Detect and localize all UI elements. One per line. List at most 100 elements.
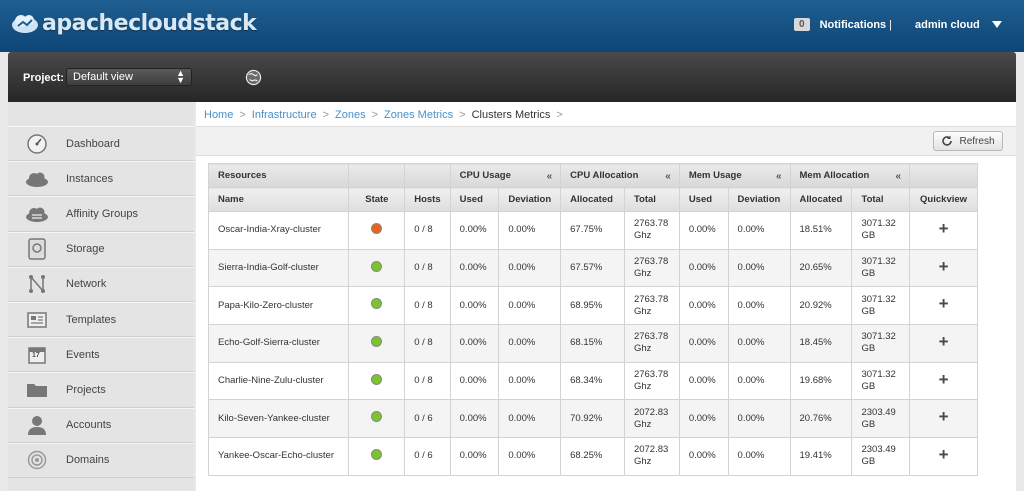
cpu-total-value: 2072.83 — [633, 444, 669, 456]
col-mem-used-header[interactable]: Used — [678, 187, 729, 212]
mem-deviation-cell: 0.00% — [727, 361, 791, 401]
table-row[interactable]: Oscar-India-Xray-cluster 0 / 8 0.00% 0.00% 6… — [207, 211, 978, 250]
quickview-plus-icon[interactable]: + — [938, 444, 949, 464]
sidebar-item-storage[interactable]: Storage — [8, 231, 194, 267]
quickview-plus-icon[interactable]: + — [938, 294, 949, 314]
cluster-name[interactable]: Kilo-Seven-Yankee-cluster — [218, 412, 330, 424]
quickview-plus-icon[interactable]: + — [938, 331, 949, 351]
project-bar: Project: Default view ▲ ▼ — [8, 52, 1016, 102]
cluster-name[interactable]: Echo-Golf-Sierra-cluster — [218, 337, 320, 349]
sidebar-item-dashboard[interactable]: Dashboard — [8, 126, 194, 162]
sidebar-item-instances[interactable]: Instances — [8, 161, 194, 197]
state-indicator-icon — [371, 448, 383, 460]
mem-used-cell: 0.00% — [678, 437, 729, 476]
globe-icon[interactable] — [245, 69, 262, 86]
sidebar-item-label: Affinity Groups — [66, 207, 138, 220]
mem-allocated-value: 20.92% — [799, 299, 832, 311]
mem-used-value: 0.00% — [688, 337, 716, 349]
breadcrumb-zones-metrics[interactable]: Zones Metrics — [384, 109, 454, 121]
project-select-value: Default view — [73, 71, 133, 83]
quickview-plus-icon[interactable]: + — [938, 256, 949, 276]
quickview-cell: + — [909, 286, 978, 326]
notifications-button[interactable]: 0 Notifications — [794, 18, 886, 31]
breadcrumb-clusters-metrics: Clusters Metrics — [471, 109, 551, 121]
cluster-name[interactable]: Oscar-India-Xray-cluster — [218, 224, 321, 236]
mem-deviation-value: 0.00% — [737, 262, 765, 274]
col-mem-total-header[interactable]: Total — [851, 187, 911, 212]
project-select[interactable]: Default view ▲ ▼ — [66, 68, 192, 86]
col-mem-deviation-header[interactable]: Deviation — [727, 187, 791, 212]
hosts-cell: 0 / 8 — [404, 324, 451, 363]
table-row[interactable]: Charlie-Nine-Zulu-cluster 0 / 8 0.00% 0.00%… — [207, 361, 978, 401]
cpu-deviation-cell: 0.00% — [498, 361, 562, 401]
cpu-used-cell: 0.00% — [449, 361, 500, 401]
cluster-name[interactable]: Sierra-India-Golf-cluster — [218, 262, 319, 274]
refresh-icon — [942, 135, 953, 146]
cluster-name-cell: Kilo-Seven-Yankee-cluster — [207, 399, 350, 439]
project-label: Project: — [23, 72, 64, 84]
cpu-used-value: 0.00% — [459, 262, 487, 274]
table-row[interactable]: Kilo-Seven-Yankee-cluster 0 / 6 0.00% 0.00%… — [207, 399, 978, 439]
mem-used-value: 0.00% — [688, 262, 716, 274]
refresh-label: Refresh — [959, 135, 995, 147]
col-cpu-deviation-header[interactable]: Deviation — [498, 187, 562, 212]
breadcrumb-home[interactable]: Home — [204, 109, 234, 121]
col-quickview-header[interactable]: Quickview — [909, 187, 978, 212]
table-row[interactable]: Sierra-India-Golf-cluster 0 / 8 0.00% 0.00%… — [207, 248, 978, 288]
cluster-name-cell: Charlie-Nine-Zulu-cluster — [207, 361, 350, 401]
hosts-value: 0 / 8 — [414, 299, 433, 311]
sidebar-item-templates[interactable]: Templates — [8, 301, 194, 338]
user-menu-name[interactable]: admin cloud — [915, 19, 980, 31]
sidebar-item-affinity-groups[interactable]: Affinity Groups — [8, 196, 194, 232]
mem-deviation-cell: 0.00% — [727, 437, 791, 476]
table-row[interactable]: Yankee-Oscar-Echo-cluster 0 / 6 0.00% 0.00%… — [207, 437, 978, 476]
table-row[interactable]: Echo-Golf-Sierra-cluster 0 / 8 0.00% 0.00% 6… — [207, 324, 978, 363]
cpu-deviation-value: 0.00% — [508, 412, 536, 424]
sidebar-item-events[interactable]: 17 Events — [8, 337, 194, 373]
cluster-name[interactable]: Papa-Kilo-Zero-cluster — [218, 299, 314, 311]
cluster-name[interactable]: Charlie-Nine-Zulu-cluster — [218, 375, 324, 387]
refresh-button[interactable]: Refresh — [933, 131, 1003, 151]
mem-used-cell: 0.00% — [678, 361, 729, 401]
col-mem-allocated-header[interactable]: Allocated — [789, 187, 853, 212]
state-cell — [348, 399, 406, 439]
col-state-header[interactable]: State — [348, 187, 406, 212]
mem-allocated-cell: 20.76% — [789, 399, 853, 439]
mem-total-value: 3071.32 — [861, 293, 896, 305]
apache-cloudstack-logo[interactable]: apachecloudstack — [10, 8, 257, 38]
col-cpu-allocated-header[interactable]: Allocated — [560, 187, 625, 212]
cpu-total-value: 2763.78 — [633, 293, 669, 305]
sidebar-item-domains[interactable]: Domains — [8, 442, 194, 478]
cpu-used-value: 0.00% — [459, 299, 487, 311]
col-cpu-total-header[interactable]: Total — [623, 187, 680, 212]
quickview-plus-icon[interactable]: + — [938, 218, 949, 238]
sidebar-item-projects[interactable]: Projects — [8, 372, 194, 408]
collapse-cpu-usage-icon[interactable]: « — [546, 171, 553, 182]
breadcrumb-separator: > — [459, 109, 466, 121]
collapse-cpu-allocation-icon[interactable]: « — [665, 171, 671, 182]
cpu-total-cell: 2763.78 Ghz — [623, 324, 680, 363]
quickview-plus-icon[interactable]: + — [938, 369, 949, 389]
col-cpu-used-header[interactable]: Used — [449, 187, 500, 212]
table-row[interactable]: Papa-Kilo-Zero-cluster 0 / 8 0.00% 0.00% 68.… — [207, 286, 978, 326]
sidebar-item-accounts[interactable]: Accounts — [8, 407, 194, 443]
state-cell — [348, 286, 406, 326]
templates-icon — [24, 309, 50, 331]
collapse-mem-usage-icon[interactable]: « — [775, 171, 782, 182]
breadcrumb-zones[interactable]: Zones — [335, 109, 366, 121]
quickview-cell: + — [909, 324, 978, 363]
state-cell — [348, 361, 406, 401]
cpu-used-value: 0.00% — [459, 224, 487, 236]
col-name-header[interactable]: Name — [207, 187, 350, 212]
cluster-name[interactable]: Yankee-Oscar-Echo-cluster — [218, 450, 334, 462]
quickview-plus-icon[interactable]: + — [938, 407, 949, 427]
user-menu-caret-icon[interactable] — [992, 21, 1002, 28]
sidebar-item-network[interactable]: Network — [8, 266, 194, 302]
header-cpu-allocation-label: CPU Allocation — [570, 170, 639, 181]
collapse-mem-allocation-icon[interactable]: « — [895, 171, 902, 182]
cpu-allocated-cell: 67.57% — [560, 248, 625, 288]
col-hosts-header[interactable]: Hosts — [404, 187, 451, 212]
header-mem-allocation: Mem Allocation « — [789, 163, 911, 188]
breadcrumb-infrastructure[interactable]: Infrastructure — [251, 109, 317, 121]
dashboard-icon — [24, 133, 50, 155]
